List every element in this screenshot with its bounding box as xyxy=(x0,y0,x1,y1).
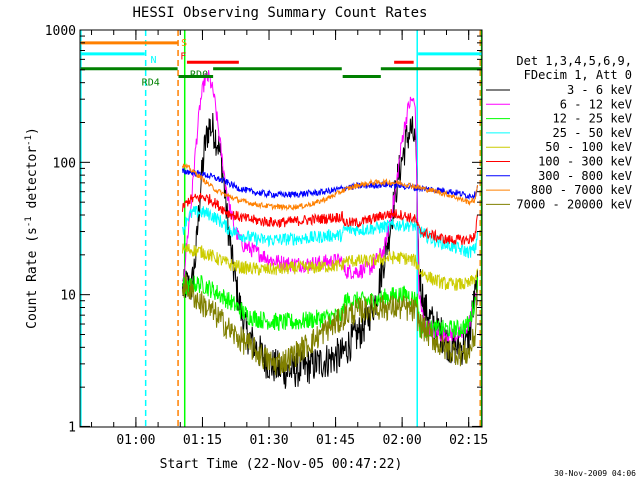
series-line-2 xyxy=(182,70,478,343)
legend-item-5: 50 - 100 keV xyxy=(545,140,632,154)
y-tick-label-2: 10 xyxy=(60,289,76,304)
legend-item-4: 25 - 50 keV xyxy=(553,126,632,140)
y-tick-label-1: 1 xyxy=(68,420,76,435)
series-line-9 xyxy=(182,274,478,376)
x-axis-label: Start Time (22-Nov-05 00:47:22) xyxy=(160,457,403,472)
legend-item-2: 6 - 12 keV xyxy=(560,97,632,111)
axis-ticks: 1 10 100 1000 01:00 01:15 01:30 01:45 02:00 02:15 xyxy=(45,24,489,448)
y-axis-label-pre: Count Rate (s xyxy=(25,227,40,329)
x-tick-label-2: 01:15 xyxy=(183,433,222,448)
legend-item-9: 7000 - 20000 keV xyxy=(516,197,632,211)
legend: Det 1,3,4,5,6,9, FDecim 1, Att 0 3 - 6 k… xyxy=(486,54,632,211)
legend-item-3: 12 - 25 keV xyxy=(553,112,632,126)
x-tick-label-4: 01:45 xyxy=(316,433,355,448)
flag-label-5: RD4 xyxy=(142,78,160,89)
timestamp: 30-Nov-2009 04:06 xyxy=(554,469,636,478)
legend-header-line-2: FDecim 1, Att 0 xyxy=(524,68,632,82)
x-tick-label-5: 02:00 xyxy=(383,433,422,448)
chart-title: HESSI Observing Summary Count Rates xyxy=(132,5,427,21)
x-tick-label-6: 02:15 xyxy=(449,433,488,448)
y-tick-label-4: 1000 xyxy=(45,24,76,39)
y-axis-label-post: ) xyxy=(25,127,40,135)
plot-frame xyxy=(79,29,483,428)
series-line-6 xyxy=(182,192,478,246)
y-axis-label-sup1: -1 xyxy=(24,216,34,227)
y-axis-label-sup2: -1 xyxy=(24,135,34,146)
legend-item-6: 100 - 300 keV xyxy=(538,155,632,169)
flag-label-2: N xyxy=(151,55,157,66)
flag-label-1: S xyxy=(181,38,187,49)
x-tick-label-1: 01:00 xyxy=(116,433,155,448)
x-tick-label-3: 01:30 xyxy=(249,433,288,448)
legend-item-7: 300 - 800 keV xyxy=(538,169,632,183)
legend-item-8: 800 - 7000 keV xyxy=(531,183,632,197)
y-axis-label: Count Rate (s-1 detector-1) xyxy=(24,127,40,329)
y-tick-label-3: 100 xyxy=(53,156,76,171)
y-axis-label-mid: detector xyxy=(25,146,40,217)
flag-label-3: F xyxy=(180,51,186,62)
plot-area xyxy=(80,30,482,427)
series-line-5 xyxy=(182,243,478,291)
legend-header-line-1: Det 1,3,4,5,6,9, xyxy=(516,54,632,68)
series-line-8 xyxy=(182,163,478,212)
flag-bars: SNFRD0RD4 xyxy=(80,38,482,89)
legend-item-1: 3 - 6 keV xyxy=(567,83,632,97)
series-line-7 xyxy=(182,167,478,200)
